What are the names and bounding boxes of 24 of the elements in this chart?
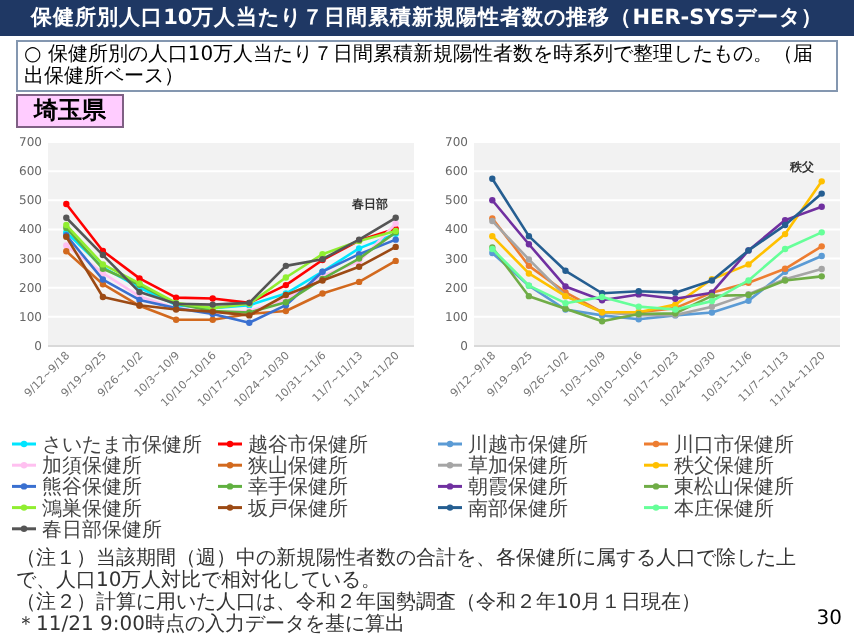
chart-subtitle: ○ 保健所別の人口10万人当たり７日間累積新規陽性者数を時系列で整理したもの。（届出保健所ベース） xyxy=(16,40,838,92)
legend-label: 熊谷保健所 xyxy=(42,475,142,500)
text: （注２）計算に用いた人口は、令和２年国勢調査（令和２年10月１日現在） xyxy=(16,592,704,614)
legend-label: 幸手保健所 xyxy=(248,475,348,500)
legend-label: 鴻巣保健所 xyxy=(42,496,142,521)
legend-label: 本庄保健所 xyxy=(674,496,774,521)
legend-label: 川越市保健所 xyxy=(468,433,588,457)
legend-label: 川口市保健所 xyxy=(674,433,794,457)
legend-label: 坂戸保健所 xyxy=(246,496,348,521)
legend-label: 朝霞保健所 xyxy=(468,475,568,500)
text: ＊11/21 9:00時点の入力データを基に算出 xyxy=(16,614,407,636)
legend-label: 草加保健所 xyxy=(468,454,568,479)
legend-label: 越谷市保健所 xyxy=(248,433,368,457)
legend-label: 南部保健所 xyxy=(468,496,568,521)
legend-label: 春日部保健所 xyxy=(42,517,162,542)
chart-title: 保健所別人口10万人当たり７日間累積新規陽性者数の推移（HER-SYSデータ） xyxy=(0,0,854,36)
legend-label: 東松山保健所 xyxy=(674,475,794,500)
text: （注１）当該期間（週）中の新規陽性者数の合計を、各保健所に属する人口で除した上で、人口10万人対比で相対化している。 xyxy=(16,548,798,592)
legend-label: 加須保健所 xyxy=(42,454,142,479)
text: 埼玉県 xyxy=(16,94,124,128)
text: 30 xyxy=(816,608,842,632)
legend-label: 秩父保健所 xyxy=(674,454,774,479)
legend-label: さいたま市保健所 xyxy=(42,433,202,457)
legend-label: 狭山保健所 xyxy=(248,454,348,479)
